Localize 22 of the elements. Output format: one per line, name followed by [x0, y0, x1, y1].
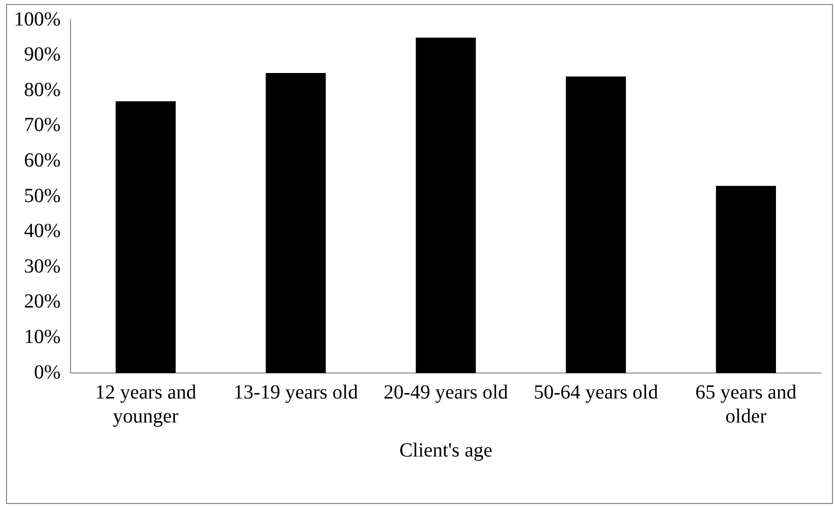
y-tick-label: 80%: [24, 78, 61, 101]
y-tick-label: 50%: [24, 184, 61, 207]
y-tick-label: 10%: [24, 326, 61, 348]
y-tick-label: 60%: [24, 149, 61, 172]
x-tick-label: 50-64 years old: [534, 381, 658, 404]
x-tick-label: 20-49 years old: [384, 381, 508, 404]
bar: [716, 186, 776, 373]
y-tick-label: 100%: [14, 8, 61, 30]
x-tick-label: 12 years and younger: [95, 381, 196, 428]
y-tick-label: 70%: [24, 114, 61, 136]
x-tick-label: 65 years and older: [695, 381, 797, 428]
bar: [416, 38, 476, 373]
bar: [116, 101, 176, 373]
x-tick-label: 13-19 years old: [234, 381, 358, 404]
y-tick-label: 40%: [24, 220, 61, 242]
y-tick-label: 90%: [24, 44, 61, 66]
y-tick-label: 20%: [24, 290, 61, 313]
y-tick-label: 30%: [24, 255, 61, 278]
bar: [566, 76, 626, 373]
x-axis-title: Client's age: [399, 439, 492, 462]
y-tick-label: 0%: [34, 361, 61, 384]
bar: [266, 72, 326, 373]
